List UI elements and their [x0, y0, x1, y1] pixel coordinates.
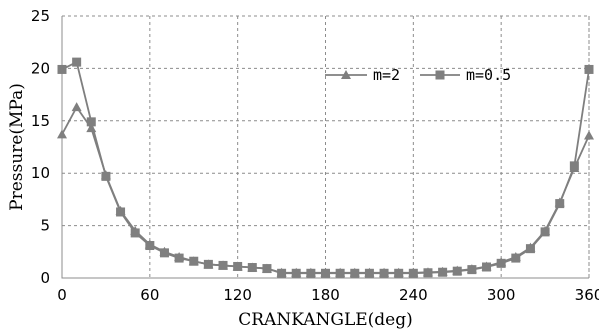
- data-point: [569, 161, 579, 171]
- x-tick-label: 240: [399, 286, 428, 304]
- data-point: [116, 207, 126, 217]
- data-point: [247, 263, 257, 273]
- y-axis-title: Pressure(MPa): [7, 83, 27, 211]
- y-tick-label: 25: [31, 7, 50, 25]
- data-point: [277, 268, 287, 278]
- data-point: [394, 268, 404, 278]
- x-tick-label: 120: [223, 286, 252, 304]
- y-tick-label: 20: [31, 59, 50, 77]
- data-point: [159, 248, 169, 258]
- data-point: [86, 117, 96, 127]
- y-tick-label: 5: [40, 217, 50, 235]
- data-point: [423, 268, 433, 278]
- data-point: [71, 102, 82, 112]
- data-point: [408, 268, 418, 278]
- legend-label: m=2: [373, 66, 400, 84]
- x-tick-label: 180: [311, 286, 340, 304]
- data-point: [350, 268, 360, 278]
- legend-marker: [435, 70, 445, 80]
- legend: m=2 m=0.5: [325, 66, 511, 84]
- data-point: [379, 268, 389, 278]
- data-point: [555, 199, 565, 209]
- data-point: [511, 253, 521, 263]
- data-point: [57, 64, 67, 74]
- data-point: [306, 268, 316, 278]
- data-point: [467, 265, 477, 275]
- y-tick-label: 0: [40, 269, 50, 287]
- x-tick-label: 0: [57, 286, 67, 304]
- x-tick-label: 60: [140, 286, 159, 304]
- data-point: [203, 259, 213, 269]
- data-point: [218, 260, 228, 270]
- x-axis-title: CRANKANGLE(deg): [238, 310, 413, 329]
- data-point: [364, 268, 374, 278]
- data-point: [291, 268, 301, 278]
- data-point: [189, 256, 199, 266]
- x-tick-label: 300: [487, 286, 516, 304]
- legend-item: m=2: [325, 66, 400, 84]
- legend-label: m=0.5: [466, 66, 511, 84]
- legend-item: m=0.5: [420, 66, 511, 84]
- data-point: [145, 241, 155, 251]
- data-point: [321, 268, 330, 278]
- data-point: [584, 130, 594, 140]
- data-point: [72, 57, 82, 67]
- data-point: [130, 228, 140, 238]
- data-point: [525, 244, 535, 254]
- data-point: [57, 129, 67, 139]
- axes: 0 5 10 15 20 25 0 60 120 180 240 300 360: [31, 7, 599, 304]
- y-tick-label: 15: [31, 112, 50, 130]
- series-2: [57, 57, 594, 278]
- data-point: [496, 258, 506, 268]
- data-point: [262, 264, 272, 274]
- data-point: [233, 261, 243, 271]
- series-layer: [57, 57, 594, 278]
- data-point: [452, 266, 462, 276]
- data-point: [101, 171, 111, 181]
- data-point: [335, 268, 345, 278]
- y-tick-label: 10: [31, 164, 50, 182]
- data-point: [584, 64, 594, 74]
- legend-marker: [341, 70, 351, 79]
- data-point: [540, 227, 550, 237]
- data-point: [438, 267, 448, 277]
- x-tick-label: 360: [575, 286, 599, 304]
- data-point: [174, 253, 184, 263]
- data-point: [482, 262, 492, 272]
